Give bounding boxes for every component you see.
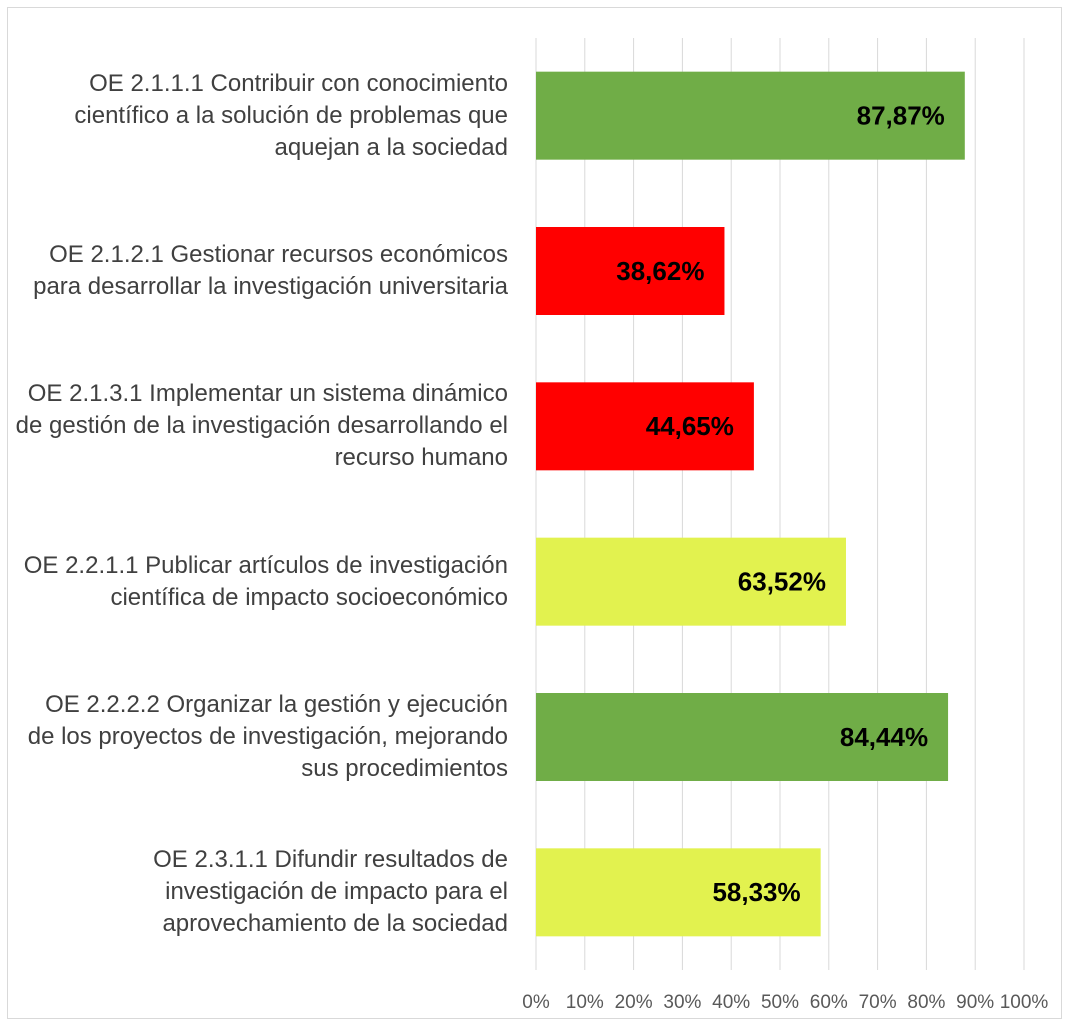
bar xyxy=(536,382,754,471)
value-label: 58,33% xyxy=(712,877,800,907)
x-tick-label: 60% xyxy=(810,992,848,1013)
x-tick-label: 70% xyxy=(859,992,897,1013)
x-tick-label: 40% xyxy=(712,992,750,1013)
value-label: 87,87% xyxy=(857,101,945,131)
category-label: OE 2.1.1.1 Contribuir con conocimiento c… xyxy=(74,69,508,161)
x-tick-label: 0% xyxy=(522,992,550,1013)
category-label: OE 2.3.1.1 Difundir resultados de invest… xyxy=(153,846,508,938)
x-tick-label: 10% xyxy=(566,992,604,1013)
category-label: OE 2.1.3.1 Implementar un sistema dinámi… xyxy=(15,380,508,472)
value-label: 44,65% xyxy=(646,411,734,441)
bar xyxy=(536,848,821,937)
x-tick-label: 100% xyxy=(1000,992,1049,1013)
value-label: 84,44% xyxy=(840,722,928,752)
x-tick-label: 80% xyxy=(907,992,945,1013)
bar xyxy=(536,71,965,160)
bar xyxy=(536,537,846,626)
x-tick-label: 20% xyxy=(615,992,653,1013)
category-label: OE 2.1.2.1 Gestionar recursos económicos… xyxy=(33,241,508,300)
x-tick-label: 50% xyxy=(761,992,799,1013)
x-tick-label: 90% xyxy=(956,992,994,1013)
value-label: 63,52% xyxy=(738,567,826,597)
x-tick-label: 30% xyxy=(663,992,701,1013)
bar xyxy=(536,227,725,315)
chart-border xyxy=(7,7,1062,1019)
bar xyxy=(536,693,949,781)
value-label: 38,62% xyxy=(616,256,704,286)
category-label: OE 2.2.2.2 Organizar la gestión y ejecuc… xyxy=(27,691,508,782)
category-label: OE 2.2.1.1 Publicar artículos de investi… xyxy=(23,551,508,611)
